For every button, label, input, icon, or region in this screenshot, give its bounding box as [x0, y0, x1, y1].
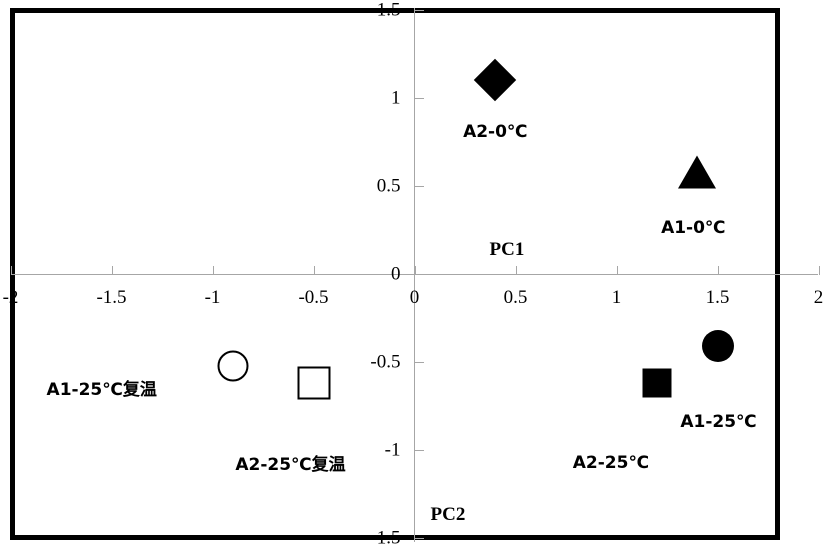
y-tick	[415, 10, 424, 11]
y-axis-line	[414, 8, 415, 542]
y-tick-label: -1.5	[370, 527, 401, 549]
x-tick	[717, 266, 719, 275]
data-point-label: A2-25℃	[572, 453, 650, 474]
y-tick	[415, 186, 424, 187]
y-tick-label: 1.5	[376, 0, 401, 21]
y-tick-label: 0	[391, 263, 401, 285]
x-tick-label: 1.5	[705, 287, 730, 308]
x-tick-label: 0.5	[503, 287, 528, 308]
x-tick	[414, 266, 416, 275]
x-tick-label: 2	[813, 287, 824, 308]
y-tick-label: -1	[384, 439, 401, 461]
x-tick-label: 1	[611, 287, 622, 308]
y-tick	[415, 538, 424, 539]
x-tick	[515, 266, 517, 275]
y-tick-label: 1	[391, 87, 401, 109]
x-tick-label: 0	[409, 287, 420, 308]
data-point-label: A2-0℃	[463, 122, 528, 143]
axis-title-pc1: PC1	[489, 239, 525, 260]
x-tick	[616, 266, 618, 275]
x-tick-label: -1.5	[96, 287, 127, 308]
data-point-label: A1-25℃	[680, 412, 757, 433]
data-point-label: A2-25℃复温	[235, 455, 346, 476]
data-point-marker-filled-triangle	[678, 155, 717, 189]
data-point-marker-filled-circle	[701, 330, 734, 363]
data-point-marker-open-square	[297, 366, 330, 400]
y-tick-label: 0.5	[376, 175, 401, 197]
x-tick	[111, 266, 113, 275]
data-point-label: A1-25℃复温	[46, 379, 157, 400]
x-tick-label: -0.5	[298, 287, 329, 308]
x-tick-label: -2	[2, 287, 19, 308]
y-tick	[415, 98, 424, 99]
x-tick	[10, 266, 12, 275]
axis-title-pc2: PC2	[430, 504, 466, 525]
x-tick	[212, 266, 214, 275]
data-point-label: A1-0℃	[661, 217, 726, 238]
x-tick-label: -1	[204, 287, 221, 308]
y-tick-label: -0.5	[370, 351, 401, 373]
y-tick	[415, 450, 424, 451]
data-point-marker-open-circle	[217, 350, 249, 382]
x-tick	[313, 266, 315, 275]
data-point-marker-filled-square	[642, 368, 672, 398]
y-tick	[415, 362, 424, 363]
x-tick	[818, 266, 820, 275]
